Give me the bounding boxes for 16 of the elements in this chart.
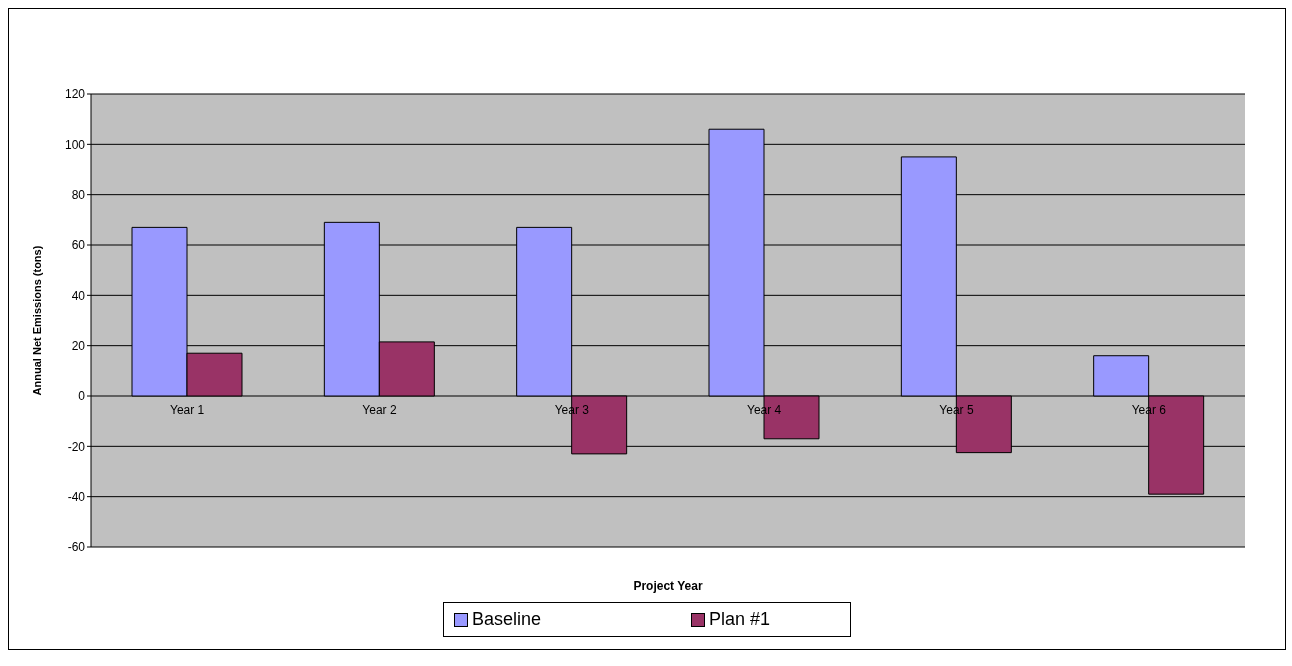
y-tick-label: 60: [71, 238, 86, 253]
y-tick-label: -40: [67, 489, 86, 504]
y-tick-label: 100: [64, 137, 86, 152]
y-tick-label: -20: [67, 439, 86, 454]
y-tick-label: 120: [64, 87, 86, 102]
y-tick-label: -60: [67, 540, 86, 555]
y-axis-title: Annual Net Emissions (tons): [30, 245, 43, 396]
x-tick-label: Year 2: [362, 403, 397, 417]
y-tick-label: 0: [78, 389, 86, 404]
legend-label: Plan #1: [708, 609, 771, 630]
x-tick-label: Year 1: [170, 403, 205, 417]
legend-label: Baseline: [471, 609, 541, 630]
x-axis-title: Project Year: [633, 579, 703, 593]
y-tick-label: 20: [71, 338, 86, 353]
y-tick-label: 40: [71, 288, 86, 303]
y-tick-label: 80: [71, 187, 86, 202]
